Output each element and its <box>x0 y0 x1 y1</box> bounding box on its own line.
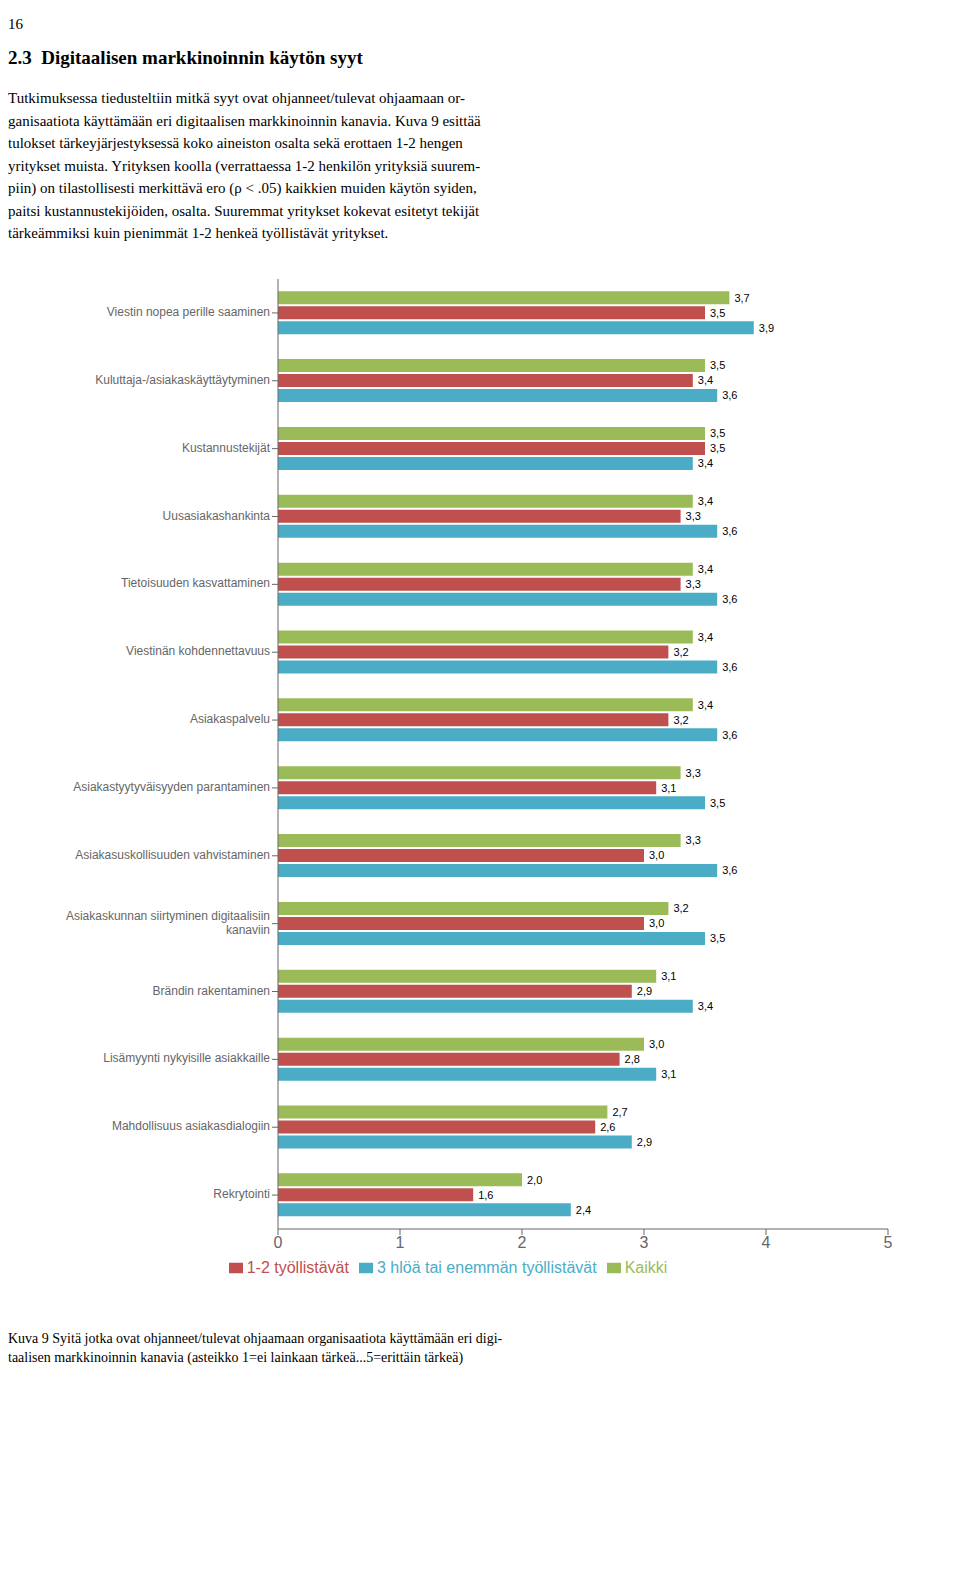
svg-text:3,3: 3,3 <box>686 766 701 778</box>
svg-text:3,3: 3,3 <box>686 510 701 522</box>
svg-text:Mahdollisuus asiakasdialogiin: Mahdollisuus asiakasdialogiin <box>112 1119 270 1133</box>
svg-text:3,6: 3,6 <box>722 389 737 401</box>
svg-text:3,1: 3,1 <box>661 1068 676 1080</box>
svg-text:3,5: 3,5 <box>710 442 725 454</box>
svg-text:2,9: 2,9 <box>637 985 652 997</box>
svg-text:Asiakasuskollisuuden vahvistam: Asiakasuskollisuuden vahvistaminen <box>75 847 270 861</box>
html-text:Kuva 9 Syitä jotka ovat ohjann: Kuva 9 Syitä jotka ovat ohjanneet/tuleva… <box>8 1330 503 1366</box>
svg-text:3,4: 3,4 <box>698 374 713 386</box>
svg-text:2,7: 2,7 <box>612 1105 627 1117</box>
svg-text:3,4: 3,4 <box>698 630 713 642</box>
svg-text:Uusasiakashankinta: Uusasiakashankinta <box>163 508 271 522</box>
svg-text:Asiakaskunnan siirtyminen digi: Asiakaskunnan siirtyminen digitaalisiink… <box>66 908 270 936</box>
html-text:3 hlöä tai enemmän työllistävä: 3 hlöä tai enemmän työllistävät <box>377 1258 597 1276</box>
svg-text:3,4: 3,4 <box>698 563 713 575</box>
svg-text:3,1: 3,1 <box>661 781 676 793</box>
svg-text:Viestinän kohdennettavuus: Viestinän kohdennettavuus <box>126 644 270 658</box>
svg-text:Asiakastyytyväisyyden parantam: Asiakastyytyväisyyden parantaminen <box>73 780 270 794</box>
svg-text:3,6: 3,6 <box>722 593 737 605</box>
svg-text:Kuluttaja-/asiakaskäyttäytymin: Kuluttaja-/asiakaskäyttäytyminen <box>95 372 270 386</box>
svg-text:Viestin nopea perille saaminen: Viestin nopea perille saaminen <box>107 305 270 319</box>
svg-text:3,0: 3,0 <box>649 1038 664 1050</box>
svg-text:3,3: 3,3 <box>686 834 701 846</box>
svg-text:3,6: 3,6 <box>722 525 737 537</box>
svg-text:3,5: 3,5 <box>710 359 725 371</box>
svg-text:3,5: 3,5 <box>710 306 725 318</box>
svg-text:3,6: 3,6 <box>722 864 737 876</box>
svg-text:3,5: 3,5 <box>710 427 725 439</box>
svg-text:3,5: 3,5 <box>710 932 725 944</box>
svg-text:2,9: 2,9 <box>637 1135 652 1147</box>
svg-text:1,6: 1,6 <box>478 1188 493 1200</box>
html-text:1-2 työllistävät: 1-2 työllistävät <box>246 1258 349 1276</box>
svg-text:2,0: 2,0 <box>527 1173 542 1185</box>
svg-text:2,4: 2,4 <box>576 1203 591 1215</box>
svg-text:3,2: 3,2 <box>673 713 688 725</box>
svg-text:Kustannustekijät: Kustannustekijät <box>182 440 271 454</box>
svg-text:3,4: 3,4 <box>698 457 713 469</box>
svg-text:3,3: 3,3 <box>686 578 701 590</box>
svg-text:0: 0 <box>274 1234 283 1251</box>
html-text:2.3 Digitaalisen markkinoinnin: 2.3 Digitaalisen markkinoinnin käytön sy… <box>8 47 363 68</box>
svg-text:3,4: 3,4 <box>698 698 713 710</box>
html-text:Tutkimuksessa tiedusteltiin mi: Tutkimuksessa tiedusteltiin mitkä syyt o… <box>8 90 481 241</box>
svg-text:3,0: 3,0 <box>649 917 664 929</box>
svg-text:4: 4 <box>762 1234 771 1251</box>
svg-text:3,5: 3,5 <box>710 796 725 808</box>
svg-text:Asiakaspalvelu: Asiakaspalvelu <box>190 712 270 726</box>
svg-text:3,9: 3,9 <box>759 321 774 333</box>
svg-text:3,4: 3,4 <box>698 495 713 507</box>
svg-text:1: 1 <box>396 1234 405 1251</box>
svg-text:3,4: 3,4 <box>698 1000 713 1012</box>
svg-text:3,6: 3,6 <box>722 728 737 740</box>
html-text:16: 16 <box>8 16 23 32</box>
svg-text:3,2: 3,2 <box>673 645 688 657</box>
svg-text:2,8: 2,8 <box>625 1053 640 1065</box>
svg-text:5: 5 <box>884 1234 893 1251</box>
svg-text:3,7: 3,7 <box>734 291 749 303</box>
svg-text:Lisämyynti nykyisille asiakkai: Lisämyynti nykyisille asiakkaille <box>103 1051 270 1065</box>
svg-text:Tietoisuuden kasvattaminen: Tietoisuuden kasvattaminen <box>121 576 270 590</box>
svg-text:Brändin rakentaminen: Brändin rakentaminen <box>153 983 270 997</box>
svg-text:3,1: 3,1 <box>661 970 676 982</box>
svg-text:3: 3 <box>640 1234 649 1251</box>
svg-text:Rekrytointi: Rekrytointi <box>213 1187 270 1201</box>
svg-text:3,2: 3,2 <box>673 902 688 914</box>
svg-text:2,6: 2,6 <box>600 1120 615 1132</box>
svg-text:2: 2 <box>518 1234 527 1251</box>
html-text:Kaikki: Kaikki <box>624 1258 668 1276</box>
svg-text:3,6: 3,6 <box>722 660 737 672</box>
svg-text:3,0: 3,0 <box>649 849 664 861</box>
